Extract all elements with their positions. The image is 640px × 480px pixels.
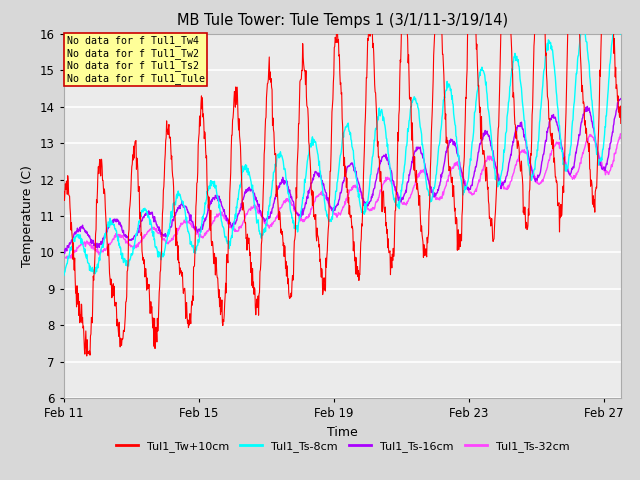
X-axis label: Time: Time (327, 426, 358, 439)
Text: No data for f Tul1_Tw4
No data for f Tul1_Tw2
No data for f Tul1_Ts2
No data for: No data for f Tul1_Tw4 No data for f Tul… (67, 36, 205, 84)
Y-axis label: Temperature (C): Temperature (C) (21, 165, 35, 267)
Title: MB Tule Tower: Tule Temps 1 (3/1/11-3/19/14): MB Tule Tower: Tule Temps 1 (3/1/11-3/19… (177, 13, 508, 28)
Legend: Tul1_Tw+10cm, Tul1_Ts-8cm, Tul1_Ts-16cm, Tul1_Ts-32cm: Tul1_Tw+10cm, Tul1_Ts-8cm, Tul1_Ts-16cm,… (111, 437, 573, 456)
